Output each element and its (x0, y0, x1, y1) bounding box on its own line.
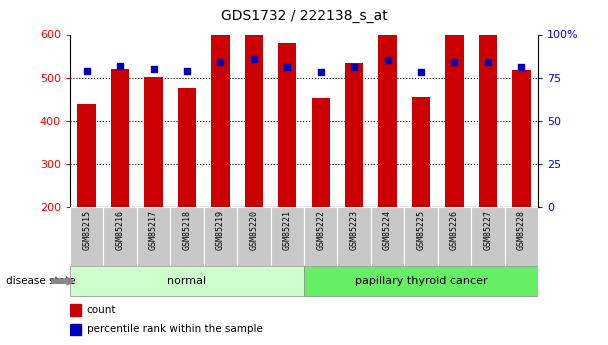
Bar (170, 207, 204, 266)
Bar (211, 31, 230, 207)
Point (416, 70, 426, 75)
Bar (137, 207, 170, 266)
Bar (412, 97, 430, 207)
Text: GDS1732 / 222138_s_at: GDS1732 / 222138_s_at (221, 9, 387, 23)
Text: papillary thyroid cancer: papillary thyroid cancer (354, 276, 488, 286)
Text: GSM85218: GSM85218 (182, 210, 192, 250)
Bar (244, 0, 263, 207)
Bar (478, 35, 497, 207)
Bar (70, 207, 103, 266)
Bar (438, 207, 471, 266)
Text: GSM85223: GSM85223 (350, 210, 359, 250)
Bar (103, 207, 137, 266)
Bar (70, 324, 81, 335)
Bar (371, 207, 404, 266)
Bar (512, 70, 531, 207)
Bar (111, 69, 130, 207)
Point (483, 59, 493, 65)
Text: GSM85226: GSM85226 (450, 210, 459, 250)
Bar (237, 207, 271, 266)
Text: GSM85228: GSM85228 (517, 210, 526, 250)
Text: GSM85224: GSM85224 (383, 210, 392, 250)
Point (282, 65, 292, 70)
Bar (70, 304, 81, 316)
Point (81, 68, 91, 73)
Text: GSM85222: GSM85222 (316, 210, 325, 250)
Bar (278, 43, 297, 207)
Text: disease state: disease state (6, 276, 75, 286)
Bar (304, 207, 337, 266)
Point (349, 65, 359, 70)
Text: GSM85219: GSM85219 (216, 210, 225, 250)
Point (115, 63, 125, 68)
Text: GSM85220: GSM85220 (249, 210, 258, 250)
Text: GSM85217: GSM85217 (149, 210, 158, 250)
Bar (304, 266, 538, 296)
Text: GSM85216: GSM85216 (116, 210, 125, 250)
Bar (70, 266, 304, 296)
Text: GSM85221: GSM85221 (283, 210, 292, 250)
Bar (271, 207, 304, 266)
Text: GSM85215: GSM85215 (82, 210, 91, 250)
Bar (144, 77, 163, 207)
Point (215, 59, 225, 65)
Point (249, 56, 259, 61)
Bar (404, 207, 438, 266)
Point (449, 59, 460, 65)
Bar (337, 207, 371, 266)
Bar (471, 207, 505, 266)
Bar (345, 62, 364, 207)
Bar (378, 22, 397, 207)
Point (182, 68, 192, 73)
Bar (445, 5, 464, 207)
Text: count: count (87, 305, 116, 315)
Bar (311, 98, 330, 207)
Text: GSM85227: GSM85227 (483, 210, 492, 250)
Text: GSM85225: GSM85225 (416, 210, 426, 250)
Bar (178, 88, 196, 207)
Text: normal: normal (167, 276, 207, 286)
Bar (505, 207, 538, 266)
Bar (77, 104, 96, 207)
Point (148, 66, 158, 72)
Point (383, 58, 393, 63)
Text: percentile rank within the sample: percentile rank within the sample (87, 324, 263, 334)
Bar (204, 207, 237, 266)
Point (517, 65, 527, 70)
Point (316, 70, 326, 75)
